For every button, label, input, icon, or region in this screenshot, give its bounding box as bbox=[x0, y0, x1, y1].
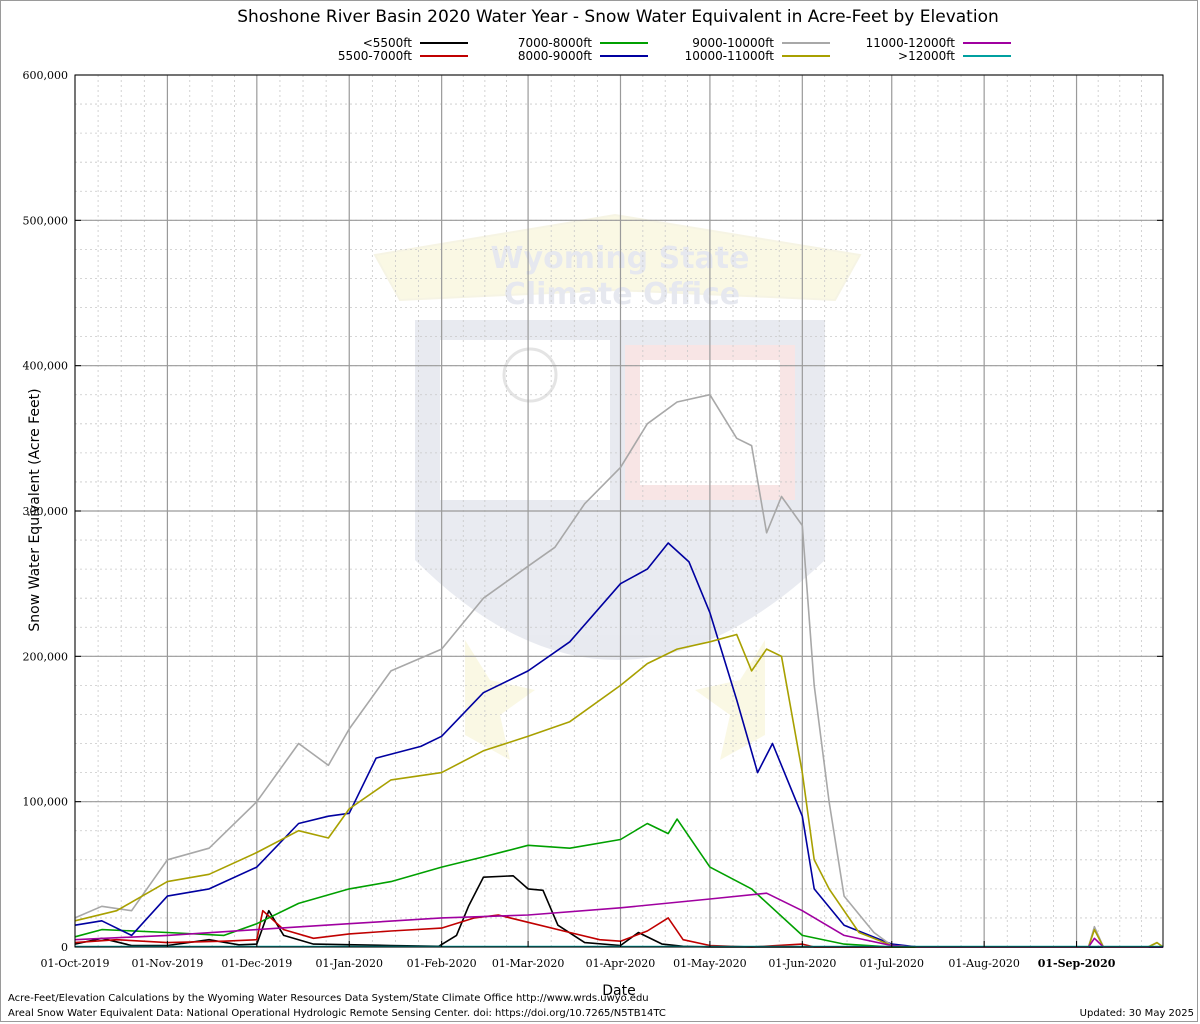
legend-label: <5500ft bbox=[363, 36, 413, 50]
series-line bbox=[74, 818, 1163, 948]
y-tick-label: 600,000 bbox=[23, 69, 69, 82]
footer-credit-line1: Acre-Feet/Elevation Calculations by the … bbox=[8, 993, 649, 1004]
series-line bbox=[74, 633, 1164, 948]
watermark-text-line2: Climate Office bbox=[504, 277, 740, 312]
y-tick-label: 0 bbox=[61, 941, 68, 954]
series-line bbox=[74, 892, 1163, 948]
x-tick-label: 01-Jun-2020 bbox=[768, 957, 836, 970]
series-line bbox=[74, 875, 1163, 948]
y-axis-label: Snow Water Equivalent (Acre Feet) bbox=[27, 388, 43, 631]
grid bbox=[74, 74, 1163, 948]
watermark-logo: Wyoming State Climate Office bbox=[373, 213, 862, 760]
legend-label: 7000-8000ft bbox=[518, 36, 592, 50]
x-axis-label: Date bbox=[602, 983, 635, 999]
x-tick-label: 01-Sep-2020 bbox=[1038, 957, 1116, 970]
x-tick-label: 01-Jan-2020 bbox=[315, 957, 382, 970]
footer-updated: Updated: 30 May 2025 bbox=[1080, 1008, 1194, 1019]
x-tick-label: 01-Nov-2019 bbox=[131, 957, 203, 970]
x-tick-label: 01-Aug-2020 bbox=[948, 957, 1020, 970]
legend-label: 5500-7000ft bbox=[338, 49, 412, 63]
series-line bbox=[74, 542, 1163, 948]
chart-title: Shoshone River Basin 2020 Water Year - S… bbox=[237, 7, 999, 27]
x-tick-label: 01-Mar-2020 bbox=[492, 957, 565, 970]
legend-label: 9000-10000ft bbox=[692, 36, 774, 50]
x-tick-label: 01-Jul-2020 bbox=[860, 957, 924, 970]
legend-label: 8000-9000ft bbox=[518, 49, 592, 63]
x-tick-label: 01-Dec-2019 bbox=[221, 957, 292, 970]
y-tick-label: 100,000 bbox=[23, 796, 69, 809]
x-tick-label: 01-Apr-2020 bbox=[586, 957, 656, 970]
x-axis-ticks: 01-Oct-2019 01-Nov-2019 01-Dec-2019 01-Jan-… bbox=[40, 941, 1116, 970]
legend-label: >12000ft bbox=[898, 49, 955, 63]
y-tick-label: 400,000 bbox=[23, 360, 69, 373]
x-tick-label: 01-May-2020 bbox=[673, 957, 746, 970]
x-tick-label: 01-Feb-2020 bbox=[407, 957, 477, 970]
footer-credit-line2: Areal Snow Water Equivalent Data: Nation… bbox=[8, 1008, 666, 1019]
y-tick-label: 200,000 bbox=[23, 650, 69, 663]
legend-label: 11000-12000ft bbox=[866, 36, 956, 50]
y-tick-label: 500,000 bbox=[23, 214, 69, 227]
legend-label: 10000-11000ft bbox=[685, 49, 775, 63]
y-tick-label: 300,000 bbox=[23, 505, 69, 518]
x-tick-label: 01-Oct-2019 bbox=[40, 957, 109, 970]
series-line bbox=[74, 909, 1163, 948]
y-axis-ticks: 0 100,000 200,000 300,000 400,000 500,000 600,… bbox=[23, 69, 1163, 954]
